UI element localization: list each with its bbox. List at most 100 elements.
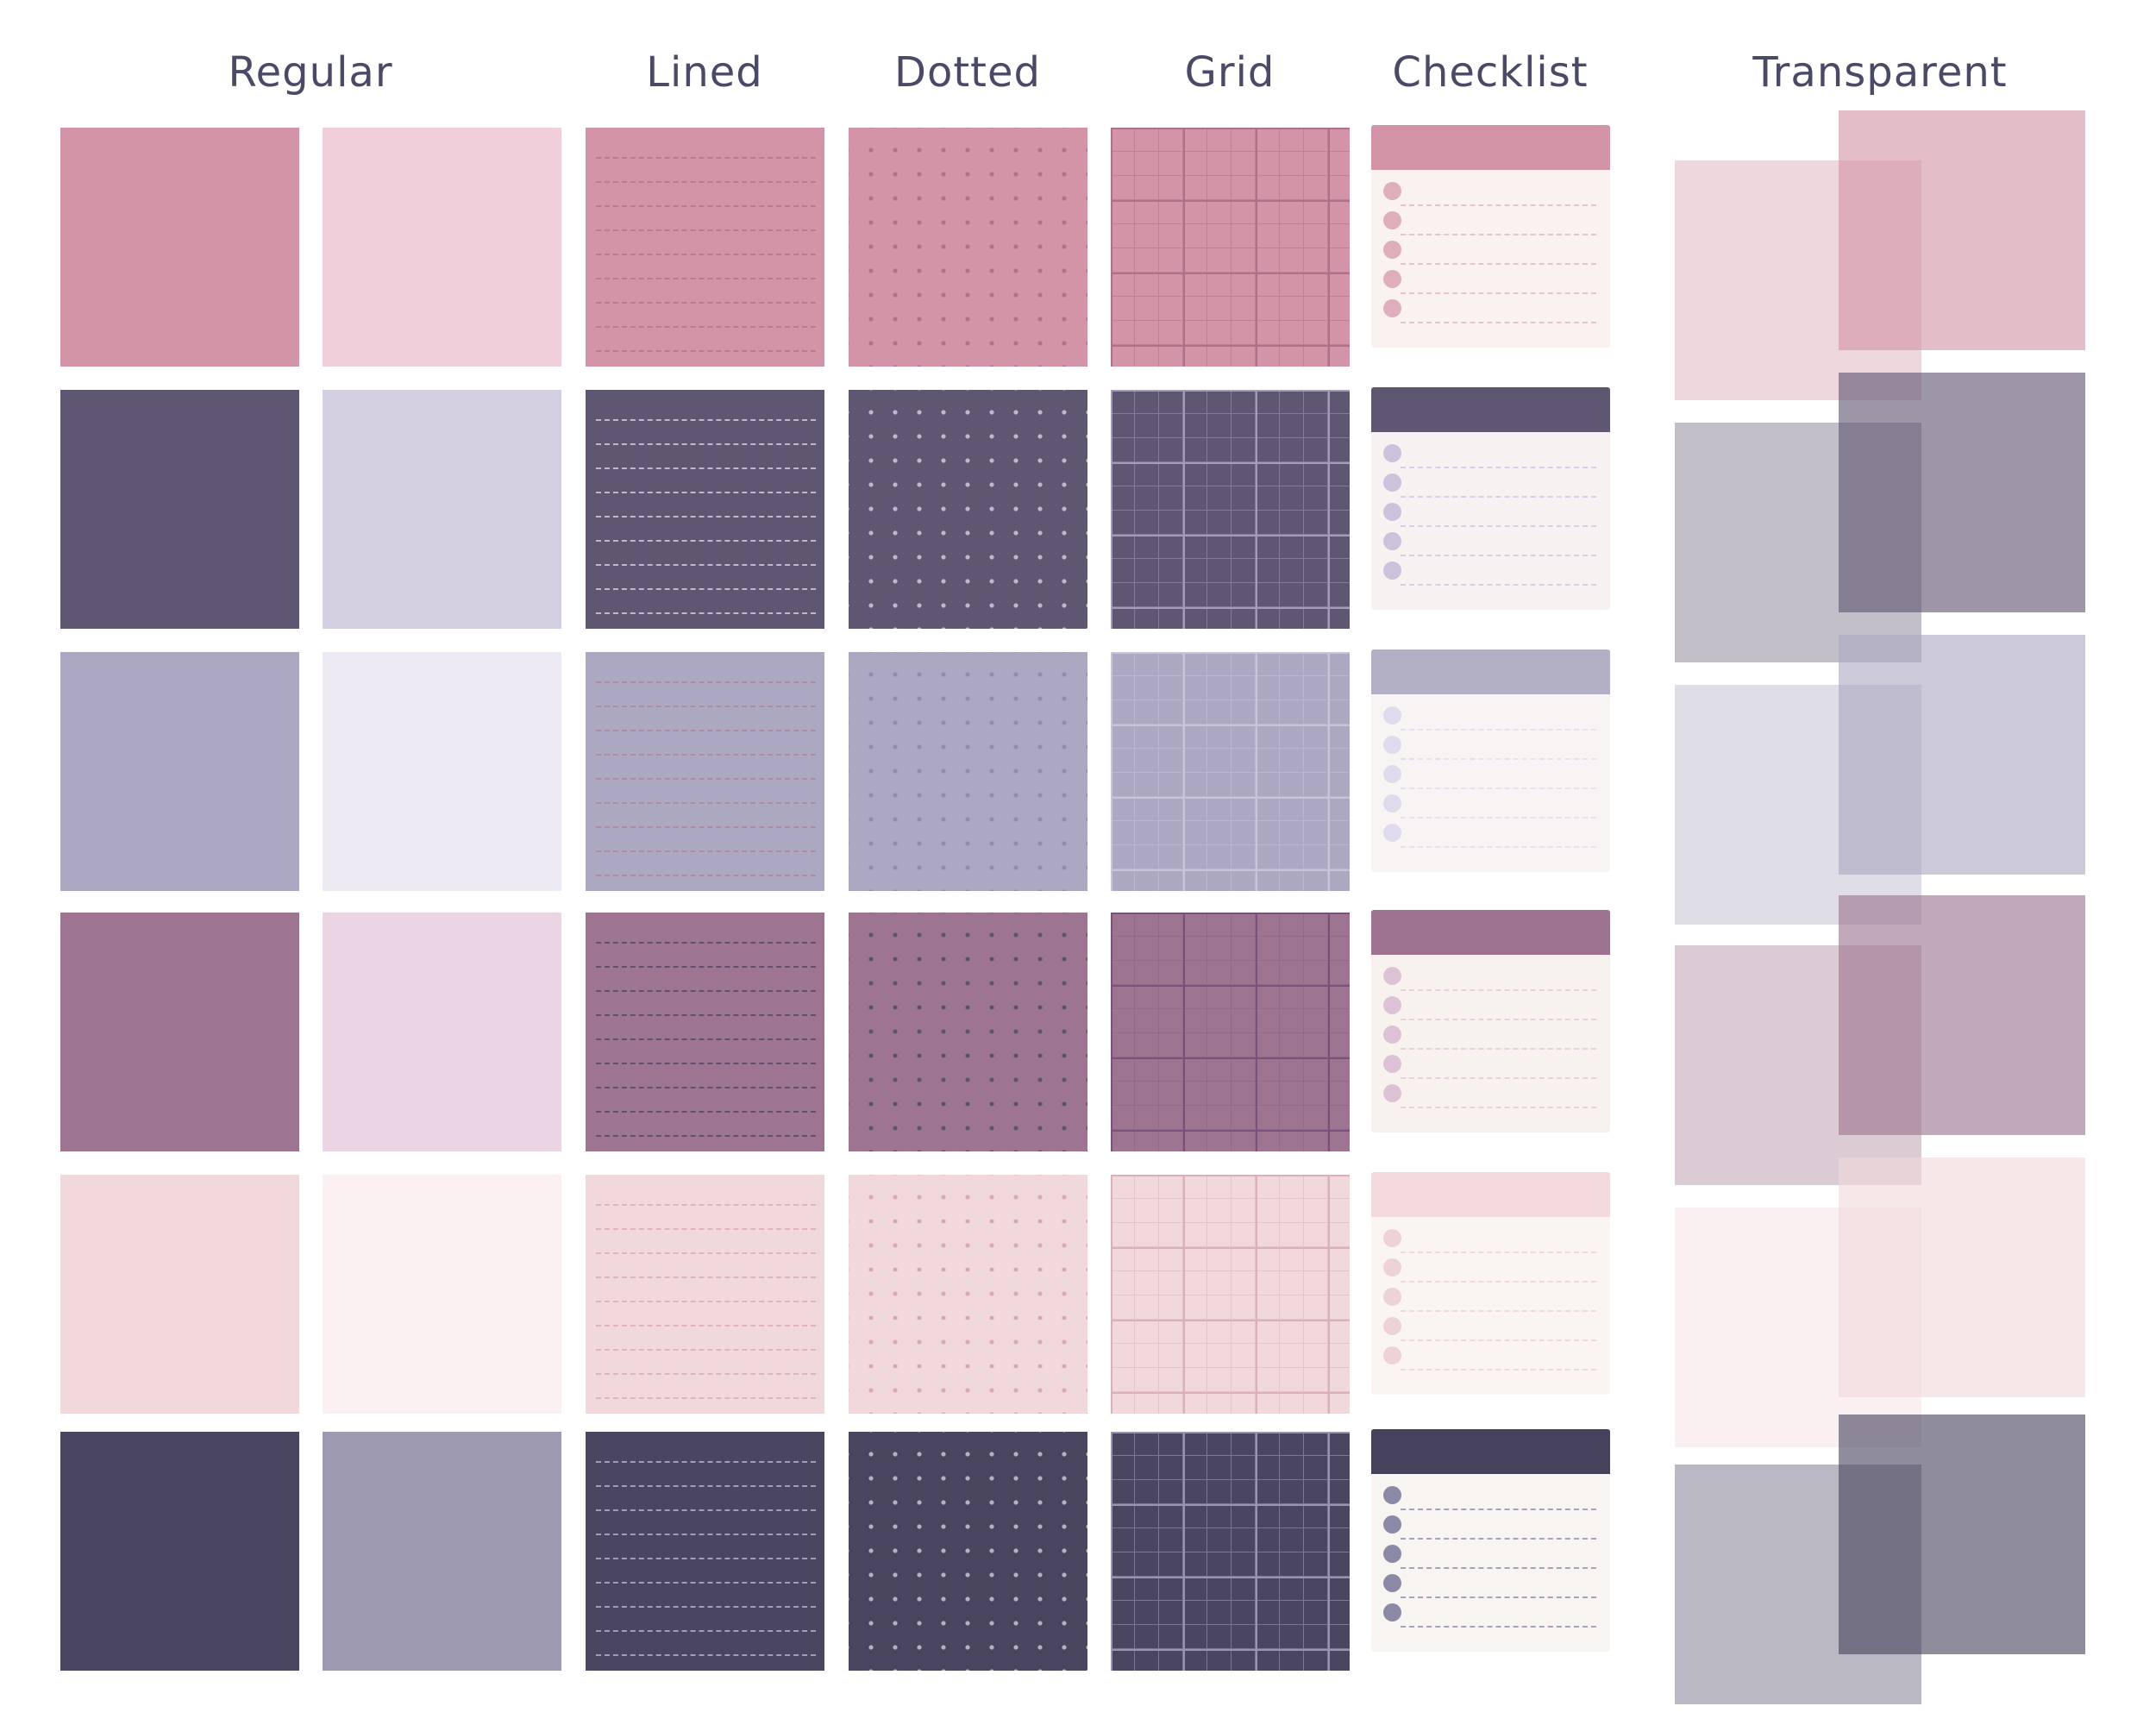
ruled-line (596, 302, 816, 304)
ruled-line (596, 802, 816, 804)
checklist-write-line (1401, 292, 1596, 294)
ruled-line (596, 850, 816, 852)
checklist-write-line (1401, 525, 1596, 527)
checklist-write-line (1401, 204, 1596, 206)
checklist-bullet (1383, 996, 1401, 1014)
checklist-bullet (1383, 270, 1401, 288)
ruled-line (596, 1038, 816, 1040)
checklist-write-line (1401, 1567, 1596, 1569)
checklist-bullet (1383, 1486, 1401, 1504)
ruled-line (596, 1558, 816, 1559)
note-lined-mauve[interactable] (586, 913, 824, 1151)
ruled-line (596, 419, 816, 421)
note-grid-lavender[interactable] (1111, 652, 1350, 891)
note-checklist-rose[interactable] (1371, 125, 1610, 348)
ruled-line (596, 1301, 816, 1302)
checklist-write-line (1401, 846, 1596, 848)
note-regular-mauve[interactable] (60, 913, 299, 1151)
note-regular-light-lavender[interactable] (323, 652, 561, 891)
checklist-write-line (1401, 234, 1596, 235)
note-dotted-rose[interactable] (849, 128, 1087, 367)
note-checklist-mauve[interactable] (1371, 910, 1610, 1132)
note-regular-light-mauve[interactable] (323, 913, 561, 1151)
checklist-write-line (1401, 1369, 1596, 1371)
ruled-line (596, 1252, 816, 1254)
checklist-body (1371, 1217, 1610, 1395)
checklist-write-line (1401, 1251, 1596, 1253)
checklist-bullet (1383, 1258, 1401, 1276)
transparent-note-right-midnight[interactable] (1839, 1414, 2085, 1654)
checklist-bullet (1383, 1574, 1401, 1592)
note-checklist-midnight[interactable] (1371, 1429, 1610, 1652)
ruled-line (596, 564, 816, 566)
ruled-line (596, 1135, 816, 1137)
note-lined-blush[interactable] (586, 1175, 824, 1414)
ruled-line (596, 681, 816, 683)
note-dotted-plum[interactable] (849, 390, 1087, 629)
note-dotted-lavender[interactable] (849, 652, 1087, 891)
ruled-line (596, 540, 816, 542)
note-lined-rose[interactable] (586, 128, 824, 367)
transparent-note-right-plum[interactable] (1839, 373, 2085, 612)
checklist-bullet (1383, 706, 1401, 724)
ruled-line (596, 181, 816, 183)
note-regular-light-midnight[interactable] (323, 1432, 561, 1671)
checklist-bullet (1383, 444, 1401, 462)
checklist-header-bar (1371, 910, 1610, 955)
note-regular-lavender[interactable] (60, 652, 299, 891)
ruled-line (596, 1087, 816, 1088)
note-grid-rose[interactable] (1111, 128, 1350, 367)
ruled-line (596, 1111, 816, 1113)
ruled-line (596, 278, 816, 279)
transparent-note-right-blush[interactable] (1839, 1157, 2085, 1397)
note-regular-midnight[interactable] (60, 1432, 299, 1671)
checklist-bullet (1383, 1229, 1401, 1247)
heading-lined: Lined (646, 48, 763, 97)
note-lined-lavender[interactable] (586, 652, 824, 891)
checklist-write-line (1401, 1596, 1596, 1598)
ruled-line (596, 1582, 816, 1584)
note-checklist-lavender[interactable] (1371, 649, 1610, 872)
note-dotted-blush[interactable] (849, 1175, 1087, 1414)
note-dotted-midnight[interactable] (849, 1432, 1087, 1671)
note-regular-light-rose[interactable] (323, 128, 561, 367)
checklist-header-bar (1371, 1429, 1610, 1474)
note-lined-plum[interactable] (586, 390, 824, 629)
ruled-line (596, 1485, 816, 1487)
note-checklist-plum[interactable] (1371, 387, 1610, 610)
ruled-line (596, 826, 816, 828)
ruled-line (596, 1397, 816, 1399)
checklist-body (1371, 170, 1610, 348)
checklist-write-line (1401, 1281, 1596, 1283)
transparent-note-right-mauve[interactable] (1839, 895, 2085, 1135)
ruled-line (596, 1228, 816, 1230)
checklist-write-line (1401, 758, 1596, 760)
transparent-note-right-lavender[interactable] (1839, 635, 2085, 875)
note-lined-midnight[interactable] (586, 1432, 824, 1671)
note-grid-plum[interactable] (1111, 390, 1350, 629)
checklist-bullet (1383, 1603, 1401, 1622)
note-checklist-blush[interactable] (1371, 1172, 1610, 1395)
note-regular-light-blush[interactable] (323, 1175, 561, 1414)
checklist-header-bar (1371, 387, 1610, 432)
note-regular-light-plum[interactable] (323, 390, 561, 629)
note-grid-blush[interactable] (1111, 1175, 1350, 1414)
checklist-write-line (1401, 1509, 1596, 1510)
note-dotted-mauve[interactable] (849, 913, 1087, 1151)
note-regular-blush[interactable] (60, 1175, 299, 1414)
checklist-bullet (1383, 824, 1401, 842)
note-regular-plum[interactable] (60, 390, 299, 629)
ruled-line (596, 516, 816, 518)
checklist-write-line (1401, 729, 1596, 731)
ruled-line (596, 1373, 816, 1375)
transparent-note-right-rose[interactable] (1839, 110, 2085, 350)
ruled-line (596, 326, 816, 328)
checklist-bullet (1383, 532, 1401, 550)
ruled-line (596, 778, 816, 780)
checklist-bullet (1383, 182, 1401, 200)
note-grid-mauve[interactable] (1111, 913, 1350, 1151)
note-regular-rose[interactable] (60, 128, 299, 367)
checklist-write-line (1401, 496, 1596, 498)
note-grid-midnight[interactable] (1111, 1432, 1350, 1671)
